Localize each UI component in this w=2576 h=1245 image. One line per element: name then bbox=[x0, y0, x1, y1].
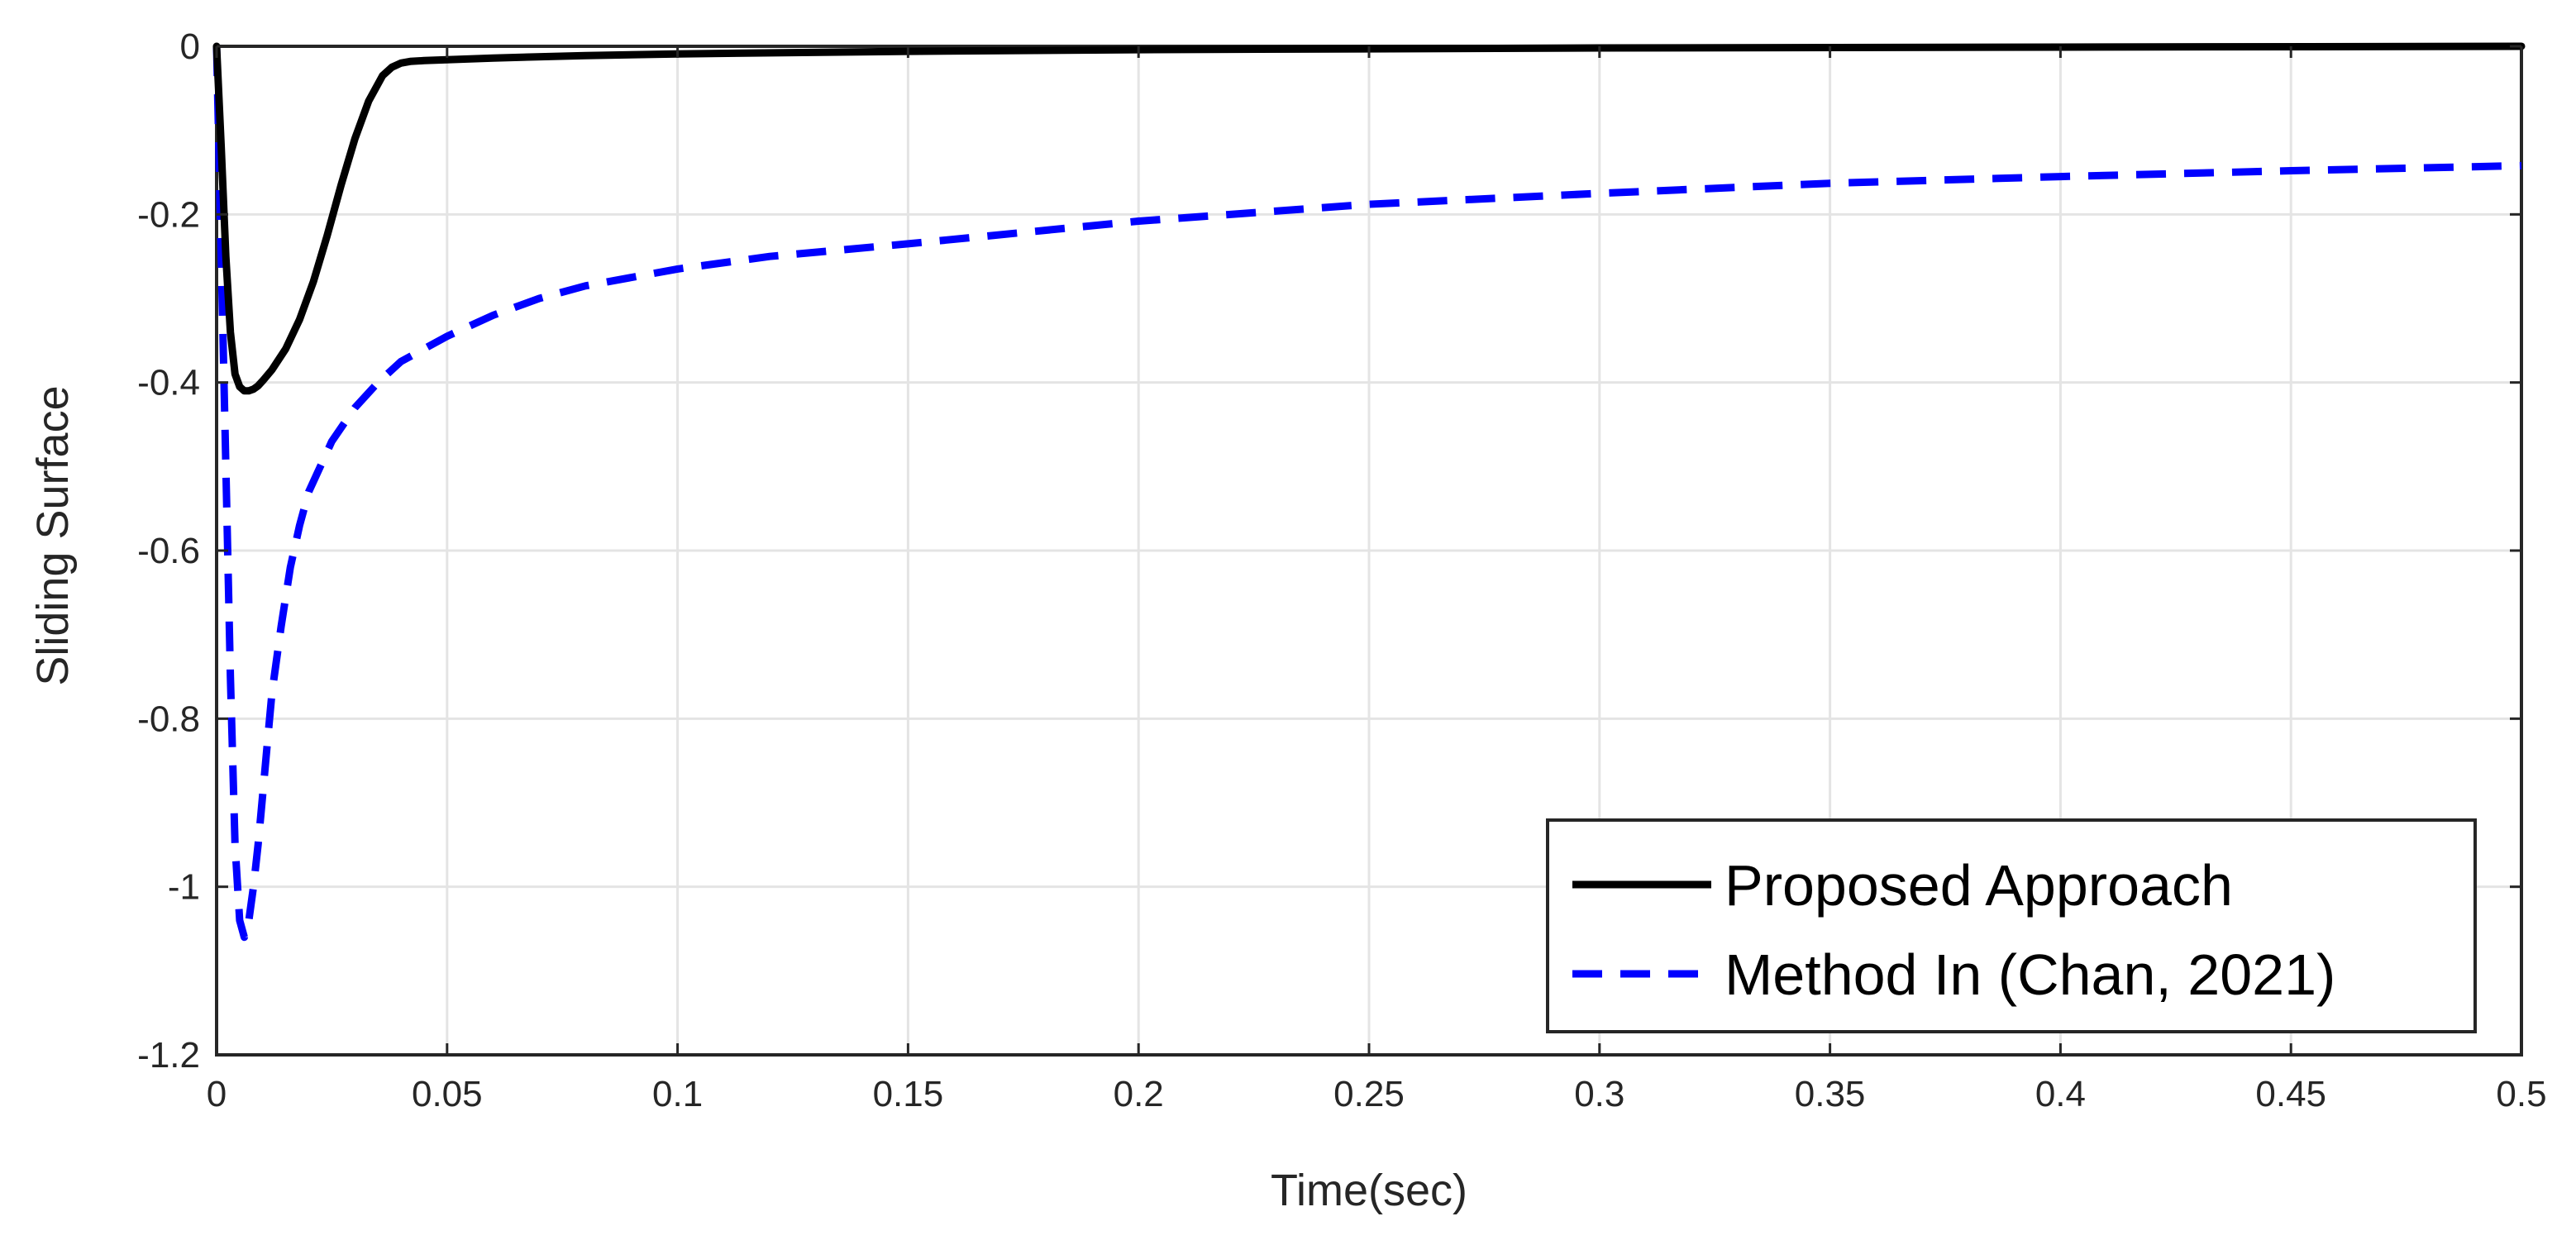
legend-box bbox=[1546, 818, 2477, 1033]
legend-label-method-in-chan-2021: Method In (Chan, 2021) bbox=[1724, 942, 2335, 1007]
x-axis-label: Time(sec) bbox=[1271, 1166, 1467, 1215]
legend: Proposed Approach Method In (Chan, 2021) bbox=[1546, 818, 2477, 1033]
y-tick-label: -1 bbox=[168, 867, 200, 908]
y-axis-label: Sliding Surface bbox=[28, 385, 78, 685]
x-tick-label: 0 bbox=[207, 1074, 227, 1114]
x-tick-label: 0.3 bbox=[1574, 1074, 1624, 1114]
axis-ticks: 0 0.05 0.1 0.15 0.2 0.25 0.3 0.35 0.4 0.45 0.5 0 -0.… bbox=[137, 26, 2546, 1114]
x-tick-label: 0.1 bbox=[652, 1074, 703, 1114]
y-tick-label: -0.8 bbox=[137, 699, 200, 739]
x-tick-label: 0.25 bbox=[1333, 1074, 1405, 1114]
y-tick-label: -0.4 bbox=[137, 363, 200, 403]
series-line-proposed-approach bbox=[212, 42, 2526, 395]
y-tick-label: -1.2 bbox=[137, 1035, 200, 1076]
x-tick-label: 0.5 bbox=[2496, 1074, 2546, 1114]
x-tick-label: 0.2 bbox=[1114, 1074, 1164, 1114]
x-tick-label: 0.4 bbox=[2035, 1074, 2086, 1114]
x-tick-label: 0.35 bbox=[1795, 1074, 1866, 1114]
legend-label-proposed-approach: Proposed Approach bbox=[1724, 853, 2233, 918]
y-tick-label: -0.6 bbox=[137, 531, 200, 571]
x-tick-label: 0.05 bbox=[412, 1074, 483, 1114]
x-tick-label: 0.15 bbox=[873, 1074, 944, 1114]
x-tick-label: 0.45 bbox=[2255, 1074, 2326, 1114]
y-tick-label: 0 bbox=[180, 26, 200, 67]
y-tick-label: -0.2 bbox=[137, 194, 200, 235]
series-layer bbox=[212, 42, 2526, 942]
series-line-method-in-chan-2021 bbox=[212, 45, 2522, 942]
